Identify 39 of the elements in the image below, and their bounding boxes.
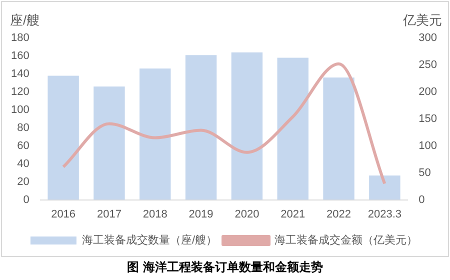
bar — [323, 78, 354, 200]
y2-tick-label: 0 — [418, 194, 425, 206]
y-tick-label: 0 — [23, 194, 30, 206]
x-tick-label: 2023.3 — [368, 208, 402, 220]
x-tick-label: 2019 — [188, 208, 214, 220]
x-tick-label: 2017 — [96, 208, 122, 220]
bar — [277, 58, 308, 200]
x-tick-label: 2020 — [234, 208, 260, 220]
y2-axis-title: 亿美元 — [402, 12, 442, 28]
text: 图 海洋工程装备订单数量和金额走势 — [126, 259, 324, 276]
y-tick-label: 160 — [10, 50, 30, 62]
y-tick-label: 140 — [10, 68, 30, 80]
y2-tick-label: 200 — [418, 86, 438, 98]
line-series — [62, 62, 386, 186]
x-tick-label: 2018 — [142, 208, 168, 220]
bar — [369, 176, 400, 200]
bar — [140, 68, 171, 200]
y-tick-label: 100 — [10, 104, 30, 116]
bar — [94, 86, 125, 200]
y-tick-label: 180 — [10, 32, 30, 44]
bar — [185, 55, 217, 200]
x-tick-label: 2021 — [280, 208, 306, 220]
y-axis-title: 座/艘 — [10, 12, 40, 28]
y2-tick-label: 50 — [418, 166, 431, 179]
y-tick-label: 120 — [10, 86, 30, 98]
y2-tick-label: 100 — [418, 140, 438, 152]
y-tick-label: 80 — [17, 122, 30, 134]
bar — [231, 52, 263, 200]
y2-tick-label: 150 — [418, 112, 438, 125]
legend-label: 海工装备成交金额（亿美元） — [274, 234, 418, 247]
x-tick-label: 2022 — [326, 208, 352, 220]
y-tick-label: 60 — [17, 140, 30, 152]
y-tick-label: 20 — [17, 176, 30, 188]
y2-tick-label: 300 — [418, 32, 438, 44]
bar — [48, 76, 79, 200]
y-tick-label: 40 — [17, 158, 30, 170]
y2-tick-label: 250 — [418, 59, 438, 71]
x-tick-label: 2016 — [51, 208, 76, 220]
legend-label: 海工装备成交数量（座/艘） — [82, 234, 218, 247]
